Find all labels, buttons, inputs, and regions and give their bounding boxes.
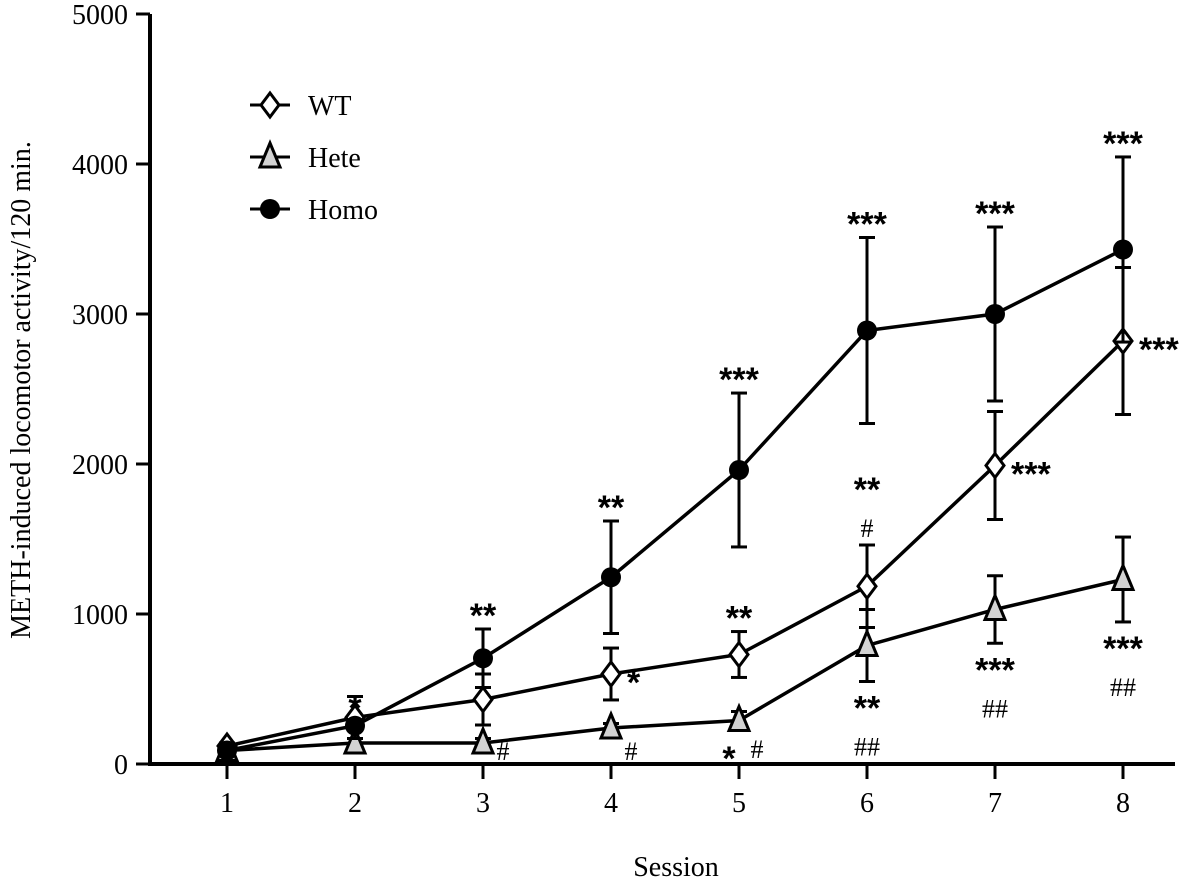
hash-label: # xyxy=(497,737,510,766)
hash-label: # xyxy=(625,737,638,766)
y-axis-label: METH-induced locomotor activity/120 min. xyxy=(6,141,37,639)
legend-item-hete: Hete xyxy=(250,139,361,174)
y-tick-label: 0 xyxy=(114,750,128,781)
legend-label: WT xyxy=(308,91,352,122)
annotation: *** xyxy=(847,206,887,244)
hash-label: ## xyxy=(854,733,880,762)
data-point xyxy=(600,659,622,689)
annotation: *** ## xyxy=(1103,630,1143,702)
data-point xyxy=(729,460,749,480)
annotation: ** xyxy=(726,600,753,638)
data-point xyxy=(345,715,365,736)
data-point xyxy=(726,702,752,732)
x-tick-label: 1 xyxy=(220,788,234,819)
data-point xyxy=(1113,239,1133,260)
annotation: *** xyxy=(1103,125,1143,163)
legend-marker xyxy=(257,139,283,169)
significance-stars: *** xyxy=(975,651,1015,689)
data-point xyxy=(598,710,624,740)
data-point xyxy=(856,571,878,601)
series-hete xyxy=(214,535,1136,762)
legend-marker xyxy=(260,199,280,219)
significance-stars: *** xyxy=(847,206,887,244)
significance-stars: ** xyxy=(598,489,625,527)
data-point xyxy=(470,725,496,755)
data-point xyxy=(601,567,621,588)
annotation: *** xyxy=(975,195,1015,233)
annotations-layer: *********** *********#** ******# # * #**##***… xyxy=(348,125,1179,778)
data-point xyxy=(982,591,1008,621)
legend-item-homo: Homo xyxy=(250,195,378,226)
data-point xyxy=(984,451,1006,480)
significance-stars: * xyxy=(722,740,736,778)
annotation: # ** xyxy=(854,471,881,543)
annotation: # xyxy=(497,737,510,766)
significance-stars: *** xyxy=(1103,125,1143,163)
series-line xyxy=(226,247,1124,753)
legend-item-wt: WT xyxy=(250,90,352,122)
annotation: * xyxy=(627,664,641,702)
x-tick-label: 5 xyxy=(732,788,746,819)
annotation: *** ## xyxy=(975,651,1015,723)
significance-stars: *** xyxy=(1139,331,1179,369)
data-point xyxy=(854,627,880,657)
y-tick-label: 5000 xyxy=(72,0,128,31)
series-line xyxy=(226,577,1124,753)
data-point xyxy=(473,648,493,669)
legend: WT Hete Homo xyxy=(250,90,378,226)
significance-stars: *** xyxy=(719,361,759,399)
x-tick-label: 4 xyxy=(604,788,618,819)
significance-stars: *** xyxy=(1011,456,1051,494)
hash-label: # xyxy=(751,735,764,764)
data-point xyxy=(728,640,750,669)
hash-label: # xyxy=(861,514,874,543)
axes: 0 1000 2000 3000 4000 5000 1 2 3 4 5 6 7 8 xyxy=(72,0,1175,819)
x-tick-label: 3 xyxy=(476,788,490,819)
annotation: ** ## xyxy=(854,690,881,762)
significance-stars: ** xyxy=(854,690,881,728)
x-tick-label: 2 xyxy=(348,788,362,819)
hash-label: ## xyxy=(1110,673,1136,702)
annotation: ** xyxy=(470,597,497,635)
hash-label: ## xyxy=(982,694,1008,723)
legend-label: Homo xyxy=(308,195,378,226)
data-point xyxy=(985,304,1005,324)
y-tick-label: 4000 xyxy=(72,150,128,181)
series-homo xyxy=(217,155,1133,761)
annotation: * # xyxy=(722,735,763,778)
data-point xyxy=(857,320,877,341)
significance-stars: ** xyxy=(726,600,753,638)
y-tick-label: 2000 xyxy=(72,450,128,481)
data-point xyxy=(472,685,494,714)
data-point xyxy=(217,740,237,761)
x-tick-label: 8 xyxy=(1116,788,1130,819)
x-tick-label: 6 xyxy=(860,788,874,819)
significance-stars: * xyxy=(627,664,641,702)
annotation: # xyxy=(625,737,638,766)
legend-marker xyxy=(259,90,281,120)
data-point xyxy=(342,725,368,755)
significance-stars: *** xyxy=(975,195,1015,233)
series-layer xyxy=(214,155,1136,762)
annotation: *** xyxy=(1011,456,1051,494)
significance-stars: * xyxy=(348,689,362,727)
x-tick-label: 7 xyxy=(988,788,1002,819)
annotation: *** xyxy=(1139,331,1179,369)
annotation: * xyxy=(348,689,362,727)
significance-stars: *** xyxy=(1103,630,1143,668)
y-tick-label: 3000 xyxy=(72,300,128,331)
x-axis-label: Session xyxy=(633,852,719,883)
annotation: *** xyxy=(719,361,759,399)
significance-stars: ** xyxy=(470,597,497,635)
data-point xyxy=(1110,561,1136,591)
legend-label: Hete xyxy=(308,143,361,174)
significance-stars: ** xyxy=(854,471,881,509)
annotation: ** xyxy=(598,489,625,527)
y-tick-label: 1000 xyxy=(72,600,128,631)
